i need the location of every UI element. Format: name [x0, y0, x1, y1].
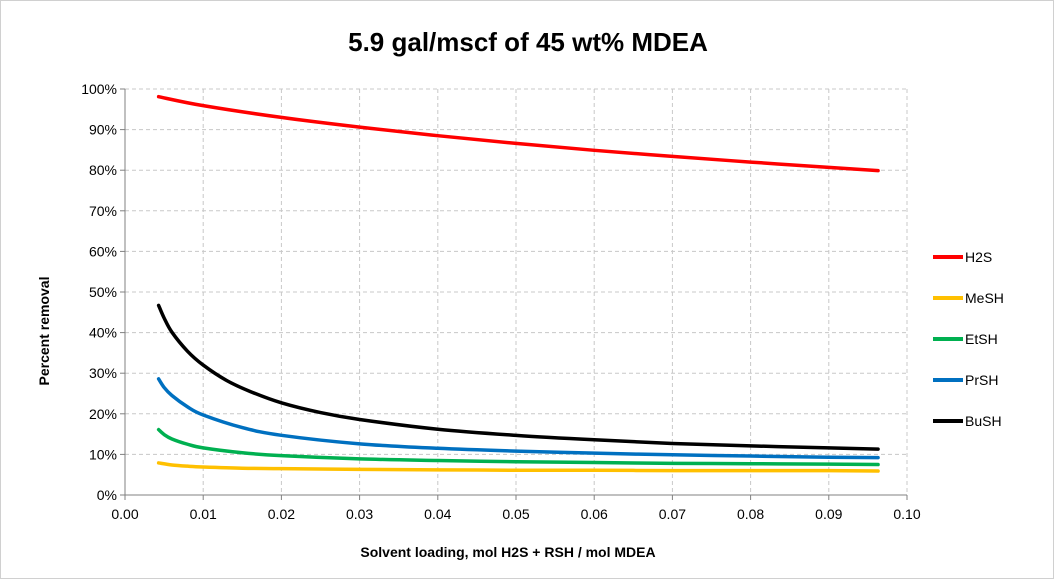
legend-label: PrSH	[965, 372, 998, 388]
x-tick-label: 0.00	[111, 506, 138, 522]
legend-item-etsh: EtSH	[933, 331, 998, 347]
y-axis-label: Percent removal	[36, 277, 52, 386]
legend-item-bush: BuSH	[933, 413, 1002, 429]
legend: H2S MeSH EtSH PrSH BuSH	[933, 249, 1004, 429]
legend-label: BuSH	[965, 413, 1002, 429]
series-line-mesh	[156, 461, 880, 473]
y-tick-labels: 0% 10% 20% 30% 40% 50% 60% 70% 80% 90% 100%	[81, 81, 117, 503]
y-tick-label: 60%	[89, 243, 117, 259]
y-tick-label: 100%	[81, 81, 117, 97]
legend-label: EtSH	[965, 331, 998, 347]
x-tick-labels: 0.00 0.01 0.02 0.03 0.04 0.05 0.06 0.07 0.08 0.09…	[111, 506, 920, 522]
x-tick-label: 0.02	[268, 506, 295, 522]
y-tick-label: 10%	[89, 446, 117, 462]
x-tick-label: 0.10	[893, 506, 920, 522]
series-line-h2s	[156, 94, 880, 173]
axes	[120, 88, 908, 500]
x-tick-label: 0.01	[190, 506, 217, 522]
legend-item-prsh: PrSH	[933, 372, 998, 388]
legend-item-mesh: MeSH	[933, 290, 1004, 306]
legend-item-h2s: H2S	[933, 249, 992, 265]
x-axis-label: Solvent loading, mol H2S + RSH / mol MDE…	[360, 544, 655, 560]
y-tick-label: 80%	[89, 162, 117, 178]
y-tick-label: 0%	[97, 487, 117, 503]
y-tick-label: 40%	[89, 325, 117, 341]
legend-label: MeSH	[965, 290, 1004, 306]
x-tick-label: 0.06	[581, 506, 608, 522]
series-line-prsh	[156, 377, 880, 460]
series-line-etsh	[156, 427, 880, 467]
y-tick-label: 90%	[89, 122, 117, 138]
chart-title: 5.9 gal/mscf of 45 wt% MDEA	[348, 27, 708, 57]
x-tick-label: 0.03	[346, 506, 373, 522]
gridlines	[125, 88, 908, 495]
x-tick-label: 0.08	[737, 506, 764, 522]
y-tick-label: 30%	[89, 365, 117, 381]
y-tick-label: 50%	[89, 284, 117, 300]
x-tick-label: 0.07	[659, 506, 686, 522]
x-tick-label: 0.05	[502, 506, 529, 522]
x-tick-label: 0.09	[815, 506, 842, 522]
series-lines	[156, 94, 880, 473]
y-tick-label: 70%	[89, 203, 117, 219]
legend-label: H2S	[965, 249, 992, 265]
x-tick-label: 0.04	[424, 506, 451, 522]
series-line-bush	[156, 303, 880, 451]
y-tick-label: 20%	[89, 406, 117, 422]
